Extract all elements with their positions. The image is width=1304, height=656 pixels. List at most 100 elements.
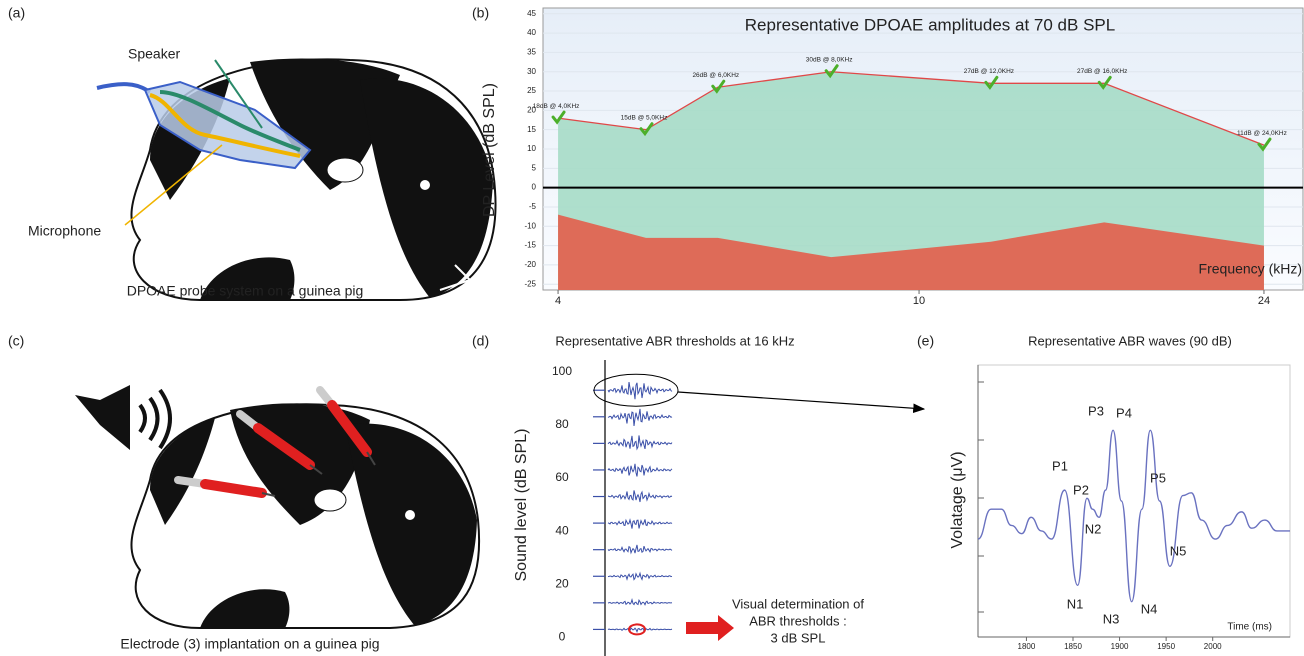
probe xyxy=(96,59,312,226)
abr-trace xyxy=(607,571,673,581)
x-axis-label: Frequency (kHz) xyxy=(1199,261,1302,277)
x-tick-label: 4 xyxy=(555,295,561,307)
check-marker xyxy=(711,79,726,94)
area xyxy=(558,214,1264,290)
y-tick-label: 20 xyxy=(555,576,569,590)
data-label: 26dB @ 6,0KHz xyxy=(692,72,739,79)
y-tick-label: 10 xyxy=(527,144,536,153)
y-tick-label: -10 xyxy=(524,221,536,230)
y-tick-label: 40 xyxy=(527,28,536,37)
y-tick-label: 30 xyxy=(527,67,536,76)
abr-trace xyxy=(607,627,673,634)
y-tick-label: -5 xyxy=(529,202,537,211)
peak-label: N1 xyxy=(1067,596,1084,611)
panel-c: (c) Electrode (3) implanta xyxy=(8,333,481,652)
data-label: 27dB @ 16,0KHz xyxy=(1077,68,1127,75)
panel-label: (b) xyxy=(472,5,489,21)
y-tick-label: 0 xyxy=(532,183,537,192)
data-label: 18dB @ 4,0KHz xyxy=(533,103,580,110)
annotation: Visual determination of xyxy=(732,596,864,611)
x-axis-label: Time (ms) xyxy=(1227,622,1272,633)
y-tick-label: 15 xyxy=(527,125,536,134)
annotation: 3 dB SPL xyxy=(771,630,826,645)
abr-trace xyxy=(607,544,673,555)
peak-label: P3 xyxy=(1088,403,1104,418)
data-label: 11dB @ 24,0KHz xyxy=(1237,130,1287,137)
panel-a: (a) Speaker Microphone DPOAE probe syste… xyxy=(8,5,497,301)
speaker-icon xyxy=(75,385,172,450)
y-tick-label: -25 xyxy=(524,279,536,288)
chart-b: -25 -20 -15 -10 -5 0 5 10 15 20 25 30 35 40 45 4 10 24 18d… xyxy=(524,9,1303,307)
electrodes xyxy=(174,386,376,498)
y-tick-label: 80 xyxy=(555,417,569,431)
x-tick-label: 24 xyxy=(1258,295,1270,307)
panel-label: (a) xyxy=(8,5,25,21)
y-axis-label: DP Level (dB SPL) xyxy=(481,83,498,217)
peak-label: P4 xyxy=(1116,405,1132,420)
peak-label: P5 xyxy=(1150,470,1166,485)
abr-trace xyxy=(607,490,673,503)
chart-d: 0 20 40 60 80 100 Visual determination of ABR t… xyxy=(552,364,864,646)
panel-label: (d) xyxy=(472,333,489,349)
peak-label: P2 xyxy=(1073,482,1089,497)
x-tick-label: 1850 xyxy=(1064,642,1082,651)
y-tick-label: 20 xyxy=(527,105,536,114)
chart-title: Representative ABR waves (90 dB) xyxy=(1028,333,1232,348)
check-marker xyxy=(984,75,999,90)
peak-label: N3 xyxy=(1103,611,1120,626)
chart-title: Representative DPOAE amplitudes at 70 dB… xyxy=(745,15,1115,34)
abr-trace xyxy=(607,435,673,451)
x-tick-label: 1800 xyxy=(1018,642,1036,651)
abr-trace xyxy=(607,598,673,606)
peak-label: N4 xyxy=(1141,601,1158,616)
guinea-pig-illustration xyxy=(130,403,481,629)
panel-label: (c) xyxy=(8,333,24,349)
chart-e: 1800 1850 1900 1950 2000 P1 P2 P3 P4 P5 N1 N2 N3 N4 N5 xyxy=(977,403,1290,651)
waveform xyxy=(977,429,1290,603)
abr-trace xyxy=(607,518,673,529)
y-tick-label: 40 xyxy=(555,523,569,537)
caption: Electrode (3) implantation on a guinea p… xyxy=(120,636,379,652)
red-arrow xyxy=(686,615,734,641)
microphone-label: Microphone xyxy=(28,223,101,239)
check-marker xyxy=(1097,75,1112,90)
y-tick-label: 100 xyxy=(552,364,572,378)
y-tick-label: 5 xyxy=(532,163,537,172)
arrow xyxy=(677,391,926,414)
data-label: 30dB @ 8,0KHz xyxy=(806,56,853,63)
y-tick-label: 25 xyxy=(527,86,536,95)
y-axis-label: Sound level (dB SPL) xyxy=(513,429,530,582)
y-tick-label: 0 xyxy=(559,630,566,644)
y-tick-label: 45 xyxy=(527,9,536,18)
check-marker xyxy=(639,122,654,137)
abr-trace xyxy=(607,382,673,400)
x-tick-label: 1950 xyxy=(1157,642,1175,651)
threshold-circle xyxy=(628,623,646,636)
abr-trace xyxy=(607,463,673,477)
annotation: ABR thresholds : xyxy=(749,613,847,628)
y-axis-ticks xyxy=(978,381,984,613)
check-marker xyxy=(824,64,839,79)
panel-label: (e) xyxy=(917,333,934,349)
y-tick-label: -20 xyxy=(524,260,536,269)
abr-trace xyxy=(607,408,673,426)
x-tick-label: 10 xyxy=(913,295,925,307)
peak-label: N2 xyxy=(1085,521,1102,536)
y-tick-label: -15 xyxy=(524,241,536,250)
peak-label: N5 xyxy=(1170,543,1187,558)
highlight-ellipse xyxy=(593,373,679,407)
y-tick-label: 60 xyxy=(555,470,569,484)
y-tick-label: 35 xyxy=(527,48,536,57)
peak-label: P1 xyxy=(1052,458,1068,473)
caption: DPOAE probe system on a guinea pig xyxy=(127,283,364,299)
chart-title: Representative ABR thresholds at 16 kHz xyxy=(555,333,794,348)
panel-b: (b) -25 -20 -15 -10 -5 0 5 10 15 20 25 30 35 40 45 4 10 2… xyxy=(472,5,1304,307)
y-axis-label: Volatage (μV) xyxy=(949,451,966,548)
x-tick-label: 2000 xyxy=(1204,642,1222,651)
panel-d: (d) Representative ABR thresholds at 16 … xyxy=(472,333,926,656)
data-label: 15dB @ 5,0KHz xyxy=(621,114,668,121)
data-label: 27dB @ 12,0KHz xyxy=(964,68,1014,75)
speaker-label: Speaker xyxy=(128,46,180,62)
